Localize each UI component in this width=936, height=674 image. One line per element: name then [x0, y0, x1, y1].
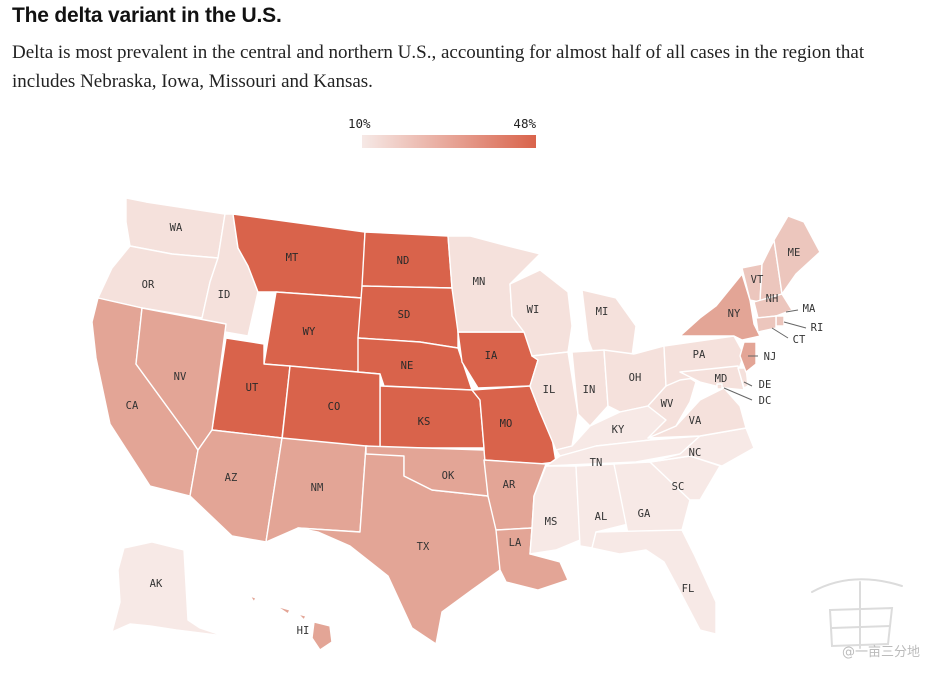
state-label-CO: CO [328, 401, 341, 413]
state-label-TN: TN [590, 457, 603, 469]
legend-min-label: 10% [348, 116, 371, 131]
state-label-VT: VT [751, 274, 764, 286]
label-leader-lines [723, 309, 807, 401]
state-MA[interactable] [753, 293, 793, 319]
state-label-VA: VA [689, 415, 702, 427]
state-CT[interactable] [755, 315, 777, 333]
state-label-IA: IA [485, 350, 498, 362]
state-labels: WA OR ID MT WY ND SD NE KS IA MO UT CO C… [126, 222, 824, 637]
state-label-PA: PA [693, 349, 706, 361]
state-label-NH: NH [766, 293, 779, 305]
state-label-TX: TX [417, 541, 430, 553]
state-label-MN: MN [473, 276, 486, 288]
state-label-KS: KS [418, 416, 431, 428]
state-label-WV: WV [661, 398, 674, 410]
state-label-ND: ND [397, 255, 410, 267]
state-HI[interactable] [249, 595, 333, 651]
state-DC[interactable] [716, 383, 723, 390]
state-label-OR: OR [142, 279, 155, 291]
state-label-NJ: NJ [764, 351, 777, 363]
state-IA[interactable] [457, 331, 539, 389]
state-label-OK: OK [442, 470, 455, 482]
state-IN[interactable] [571, 349, 609, 427]
color-legend: 10% 48% [348, 116, 536, 150]
state-label-UT: UT [246, 382, 259, 394]
state-label-NV: NV [174, 371, 187, 383]
state-label-NM: NM [311, 482, 324, 494]
state-label-WI: WI [527, 304, 540, 316]
state-label-SD: SD [398, 309, 411, 321]
state-label-AR: AR [503, 479, 516, 491]
state-label-WY: WY [303, 326, 316, 338]
state-label-NY: NY [728, 308, 741, 320]
state-label-SC: SC [672, 481, 685, 493]
state-label-AK: AK [150, 578, 163, 590]
state-label-FL: FL [682, 583, 695, 595]
state-label-MT: MT [286, 252, 299, 264]
state-label-CT: CT [793, 334, 806, 346]
state-label-HI: HI [297, 625, 310, 637]
state-label-RI: RI [811, 322, 824, 334]
state-label-NC: NC [689, 447, 702, 459]
state-label-MO: MO [500, 418, 513, 430]
state-label-IN: IN [583, 384, 596, 396]
state-NJ[interactable] [739, 341, 757, 373]
state-label-IL: IL [543, 384, 556, 396]
state-label-MS: MS [545, 516, 558, 528]
state-label-CA: CA [126, 400, 139, 412]
state-label-GA: GA [638, 508, 651, 520]
state-label-MA: MA [803, 303, 816, 315]
state-label-AL: AL [595, 511, 608, 523]
state-MI[interactable] [581, 289, 637, 361]
state-shapes [91, 197, 821, 651]
state-FL[interactable] [591, 529, 717, 635]
state-NY[interactable] [679, 273, 761, 341]
state-MD[interactable] [679, 365, 745, 391]
state-label-LA: LA [509, 537, 522, 549]
state-label-OH: OH [629, 372, 642, 384]
state-OK[interactable] [365, 445, 489, 497]
state-label-MI: MI [596, 306, 609, 318]
chart-subtitle: Delta is most prevalent in the central a… [12, 42, 865, 92]
state-label-WA: WA [170, 222, 183, 234]
us-state-map: WA OR ID MT WY ND SD NE KS IA MO UT CO C… [91, 197, 824, 651]
state-GA[interactable] [613, 461, 691, 535]
state-label-NE: NE [401, 360, 414, 372]
legend-max-label: 48% [513, 116, 536, 131]
state-label-DC: DC [759, 395, 772, 407]
state-VA[interactable] [647, 387, 747, 439]
state-label-AZ: AZ [225, 472, 238, 484]
state-label-MD: MD [715, 373, 728, 385]
state-label-ID: ID [218, 289, 231, 301]
legend-gradient-bar [362, 135, 536, 148]
state-label-KY: KY [612, 424, 625, 436]
state-AK[interactable] [111, 541, 225, 637]
state-KS[interactable] [379, 385, 485, 449]
state-RI[interactable] [775, 315, 785, 327]
watermark-text: @一亩三分地 [841, 645, 920, 660]
state-label-ME: ME [788, 247, 801, 259]
state-label-DE: DE [759, 379, 772, 391]
chart-title: The delta variant in the U.S. [12, 4, 282, 27]
watermark-logo [808, 575, 906, 652]
